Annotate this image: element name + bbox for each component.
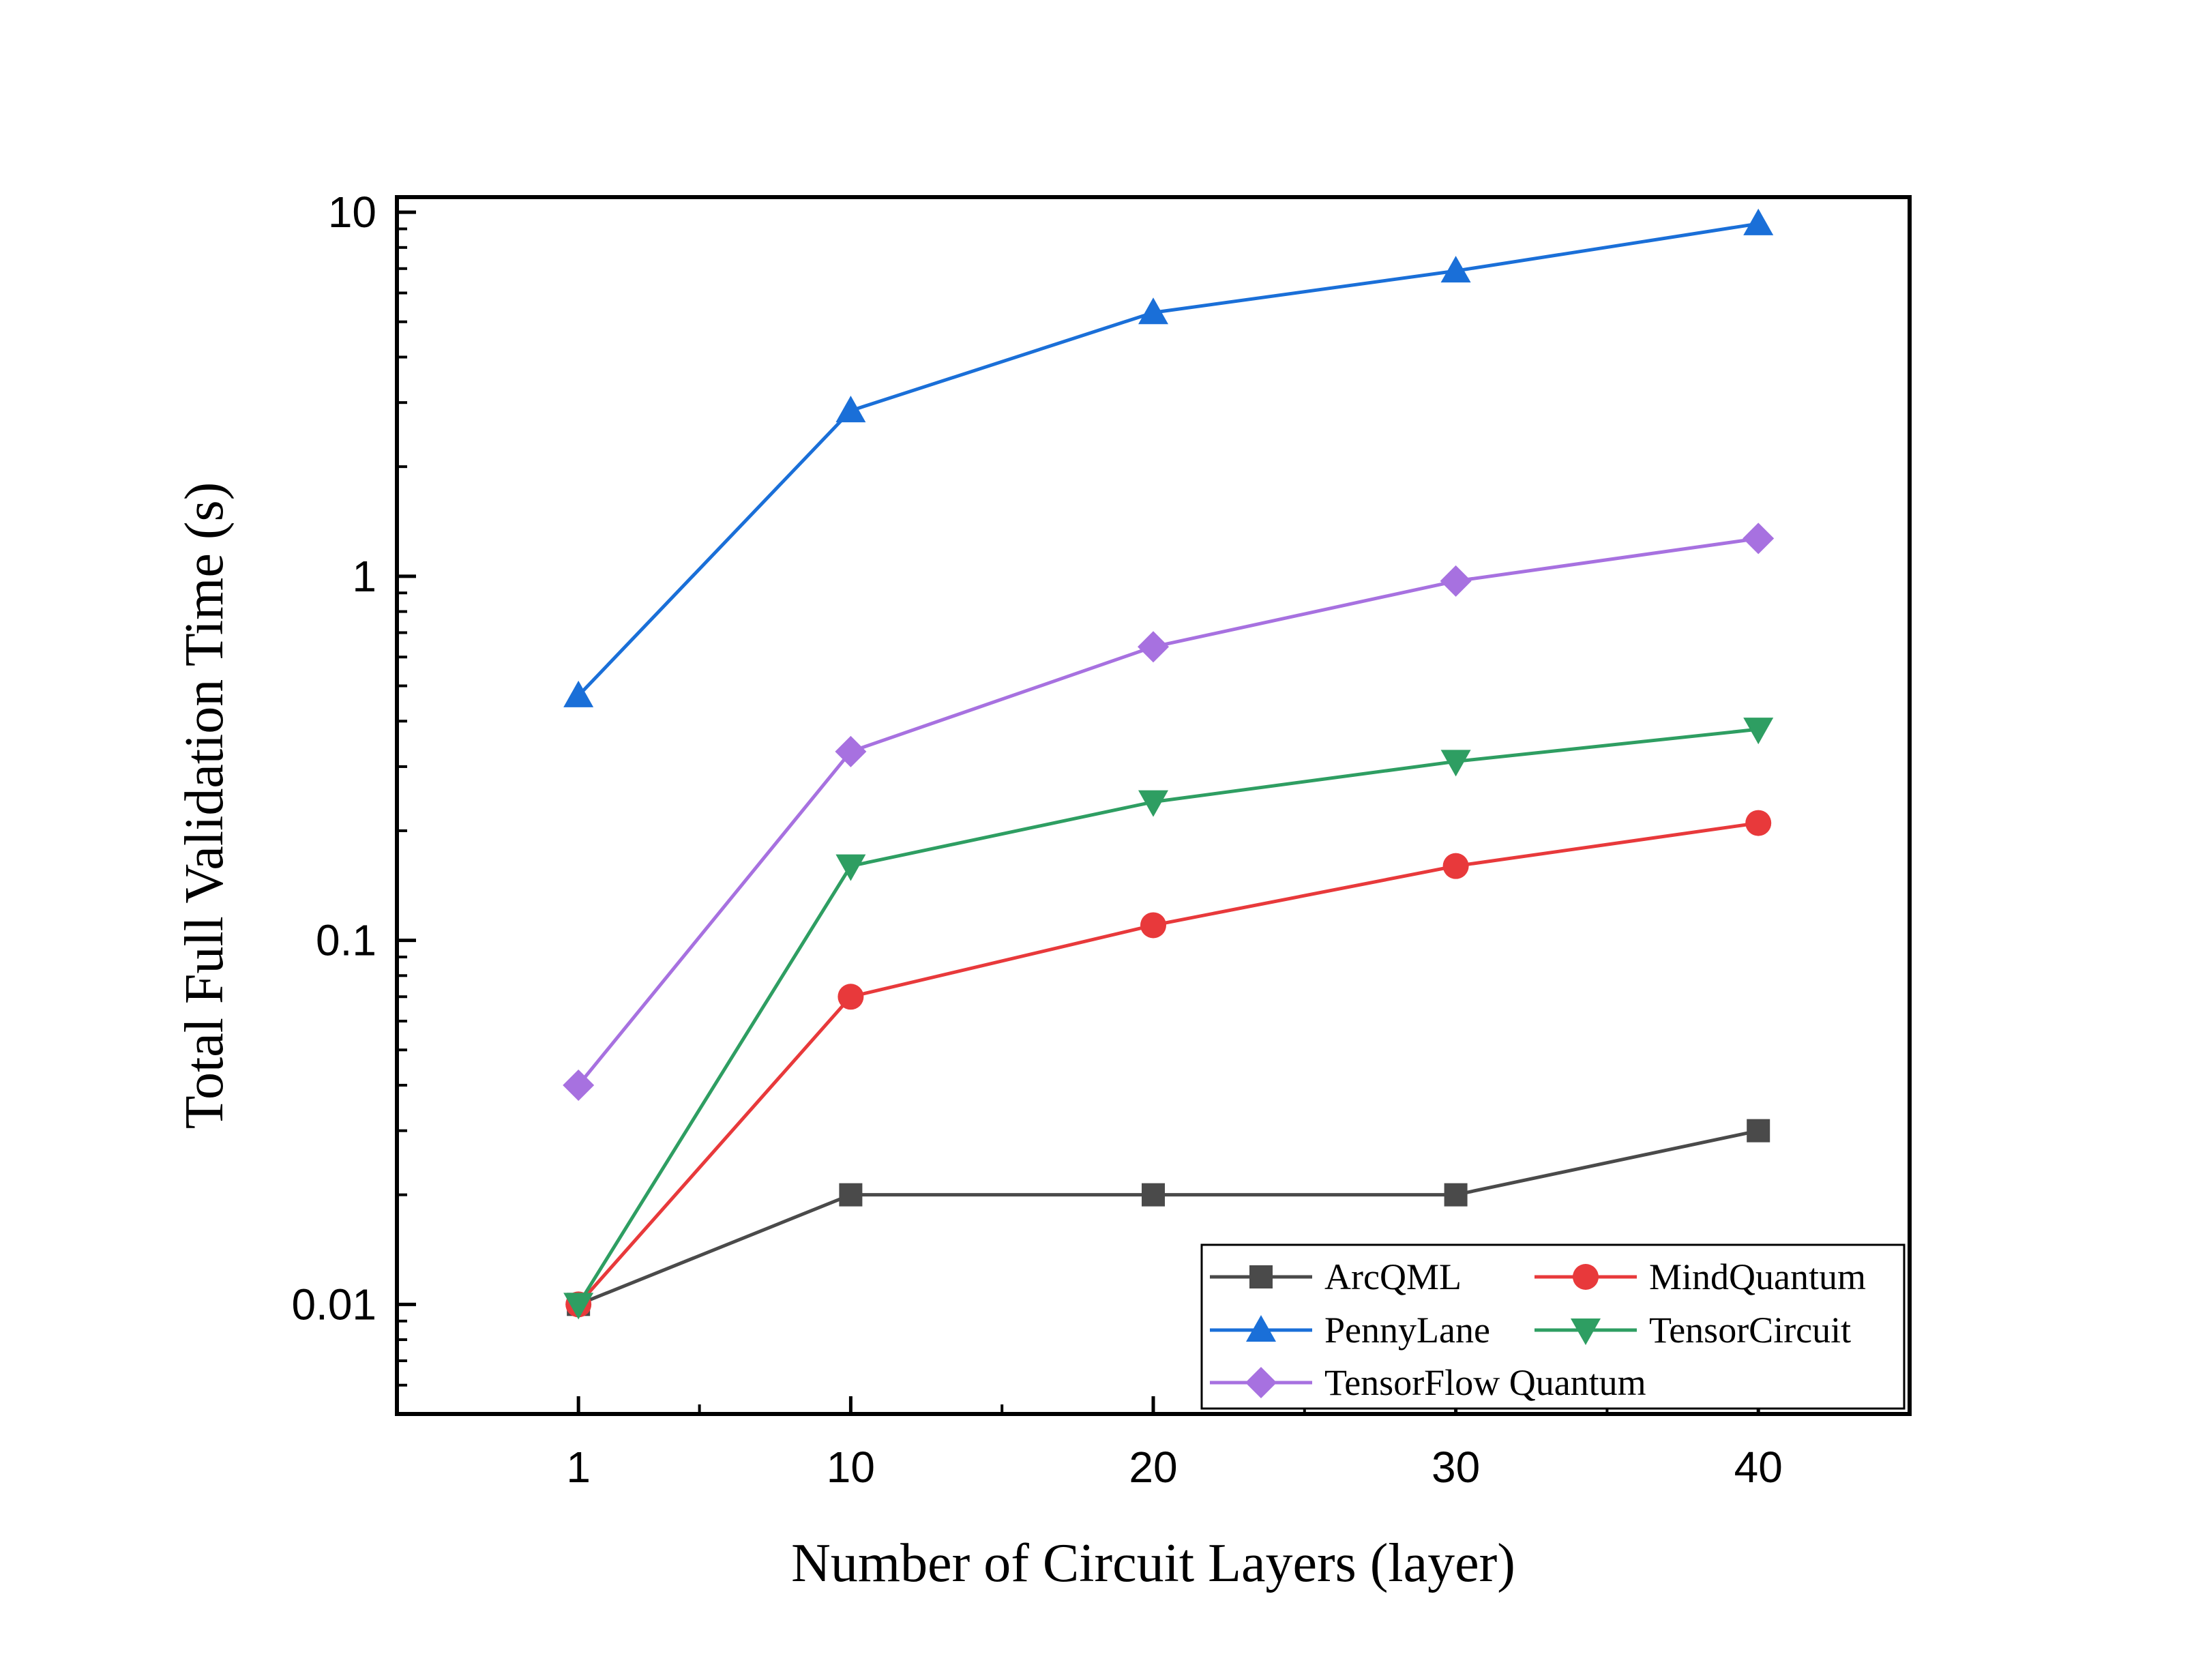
data-point — [1140, 912, 1166, 939]
legend-marker — [1571, 1318, 1601, 1345]
legend-marker — [1573, 1264, 1599, 1290]
legend-label: PennyLane — [1324, 1310, 1490, 1351]
data-point — [1138, 631, 1169, 663]
data-point — [1142, 1183, 1165, 1207]
y-tick-label: 10 — [328, 188, 376, 237]
series-line — [577, 727, 1759, 1306]
data-point — [837, 984, 864, 1010]
data-point — [835, 396, 866, 423]
data-point — [563, 680, 594, 707]
data-point — [1440, 750, 1471, 777]
series-pennylane — [563, 208, 1774, 707]
ticks-layer: 1 10 20 30 40 0.01 0.1 1 10 — [291, 188, 1911, 1492]
x-tick-label: 40 — [1734, 1443, 1783, 1492]
data-point — [563, 1069, 595, 1101]
data-point — [835, 735, 867, 767]
data-point — [1444, 1183, 1468, 1207]
series-tensorcircuit — [563, 718, 1774, 1320]
series-mindquantum — [565, 810, 1772, 1318]
legend-label: MindQuantum — [1649, 1256, 1866, 1297]
legend: ArcQML MindQuantum PennyLane TensorCircuitT… — [1200, 1243, 1906, 1410]
data-point — [1743, 208, 1774, 235]
data-point — [1745, 810, 1772, 836]
data-point — [1440, 565, 1472, 597]
legend-label: ArcQML — [1324, 1256, 1462, 1297]
data-point — [1440, 256, 1471, 283]
series-layer — [563, 208, 1775, 1320]
y-tick-label: 1 — [352, 552, 376, 601]
data-point — [1747, 1119, 1770, 1143]
data-point — [835, 854, 866, 881]
legend-item: ArcQML — [1210, 1256, 1462, 1297]
x-axis-title: Number of Circuit Layers (layer) — [791, 1533, 1515, 1593]
data-point — [1743, 718, 1774, 745]
legend-item: TensorCircuit — [1535, 1310, 1851, 1351]
data-point — [1442, 853, 1469, 879]
series-tensorflow-quantum — [563, 522, 1775, 1101]
legend-marker — [1249, 1265, 1273, 1288]
x-tick-label: 30 — [1432, 1443, 1480, 1492]
x-tick-label: 20 — [1129, 1443, 1177, 1492]
legend-marker — [1246, 1315, 1276, 1342]
legend-item: PennyLane — [1210, 1310, 1490, 1351]
legend-box — [1200, 1243, 1906, 1410]
data-point — [1138, 297, 1168, 325]
series-line — [577, 536, 1759, 1087]
legend-label: TensorFlow Quantum — [1324, 1362, 1646, 1403]
legend-label: TensorCircuit — [1649, 1310, 1851, 1351]
data-point — [1743, 522, 1775, 555]
x-tick-label: 1 — [566, 1443, 591, 1492]
legend-marker — [1245, 1367, 1277, 1398]
data-point — [1138, 790, 1168, 817]
series-line — [577, 222, 1759, 697]
y-axis-title: Total Full Validation Time (s) — [175, 482, 235, 1130]
data-point — [563, 1293, 594, 1320]
data-point — [839, 1183, 863, 1207]
legend-item: MindQuantum — [1535, 1256, 1866, 1297]
y-tick-label: 0.1 — [316, 916, 376, 965]
x-tick-label: 10 — [827, 1443, 875, 1492]
legend-item: TensorFlow Quantum — [1210, 1362, 1646, 1403]
y-tick-label: 0.01 — [291, 1280, 376, 1329]
